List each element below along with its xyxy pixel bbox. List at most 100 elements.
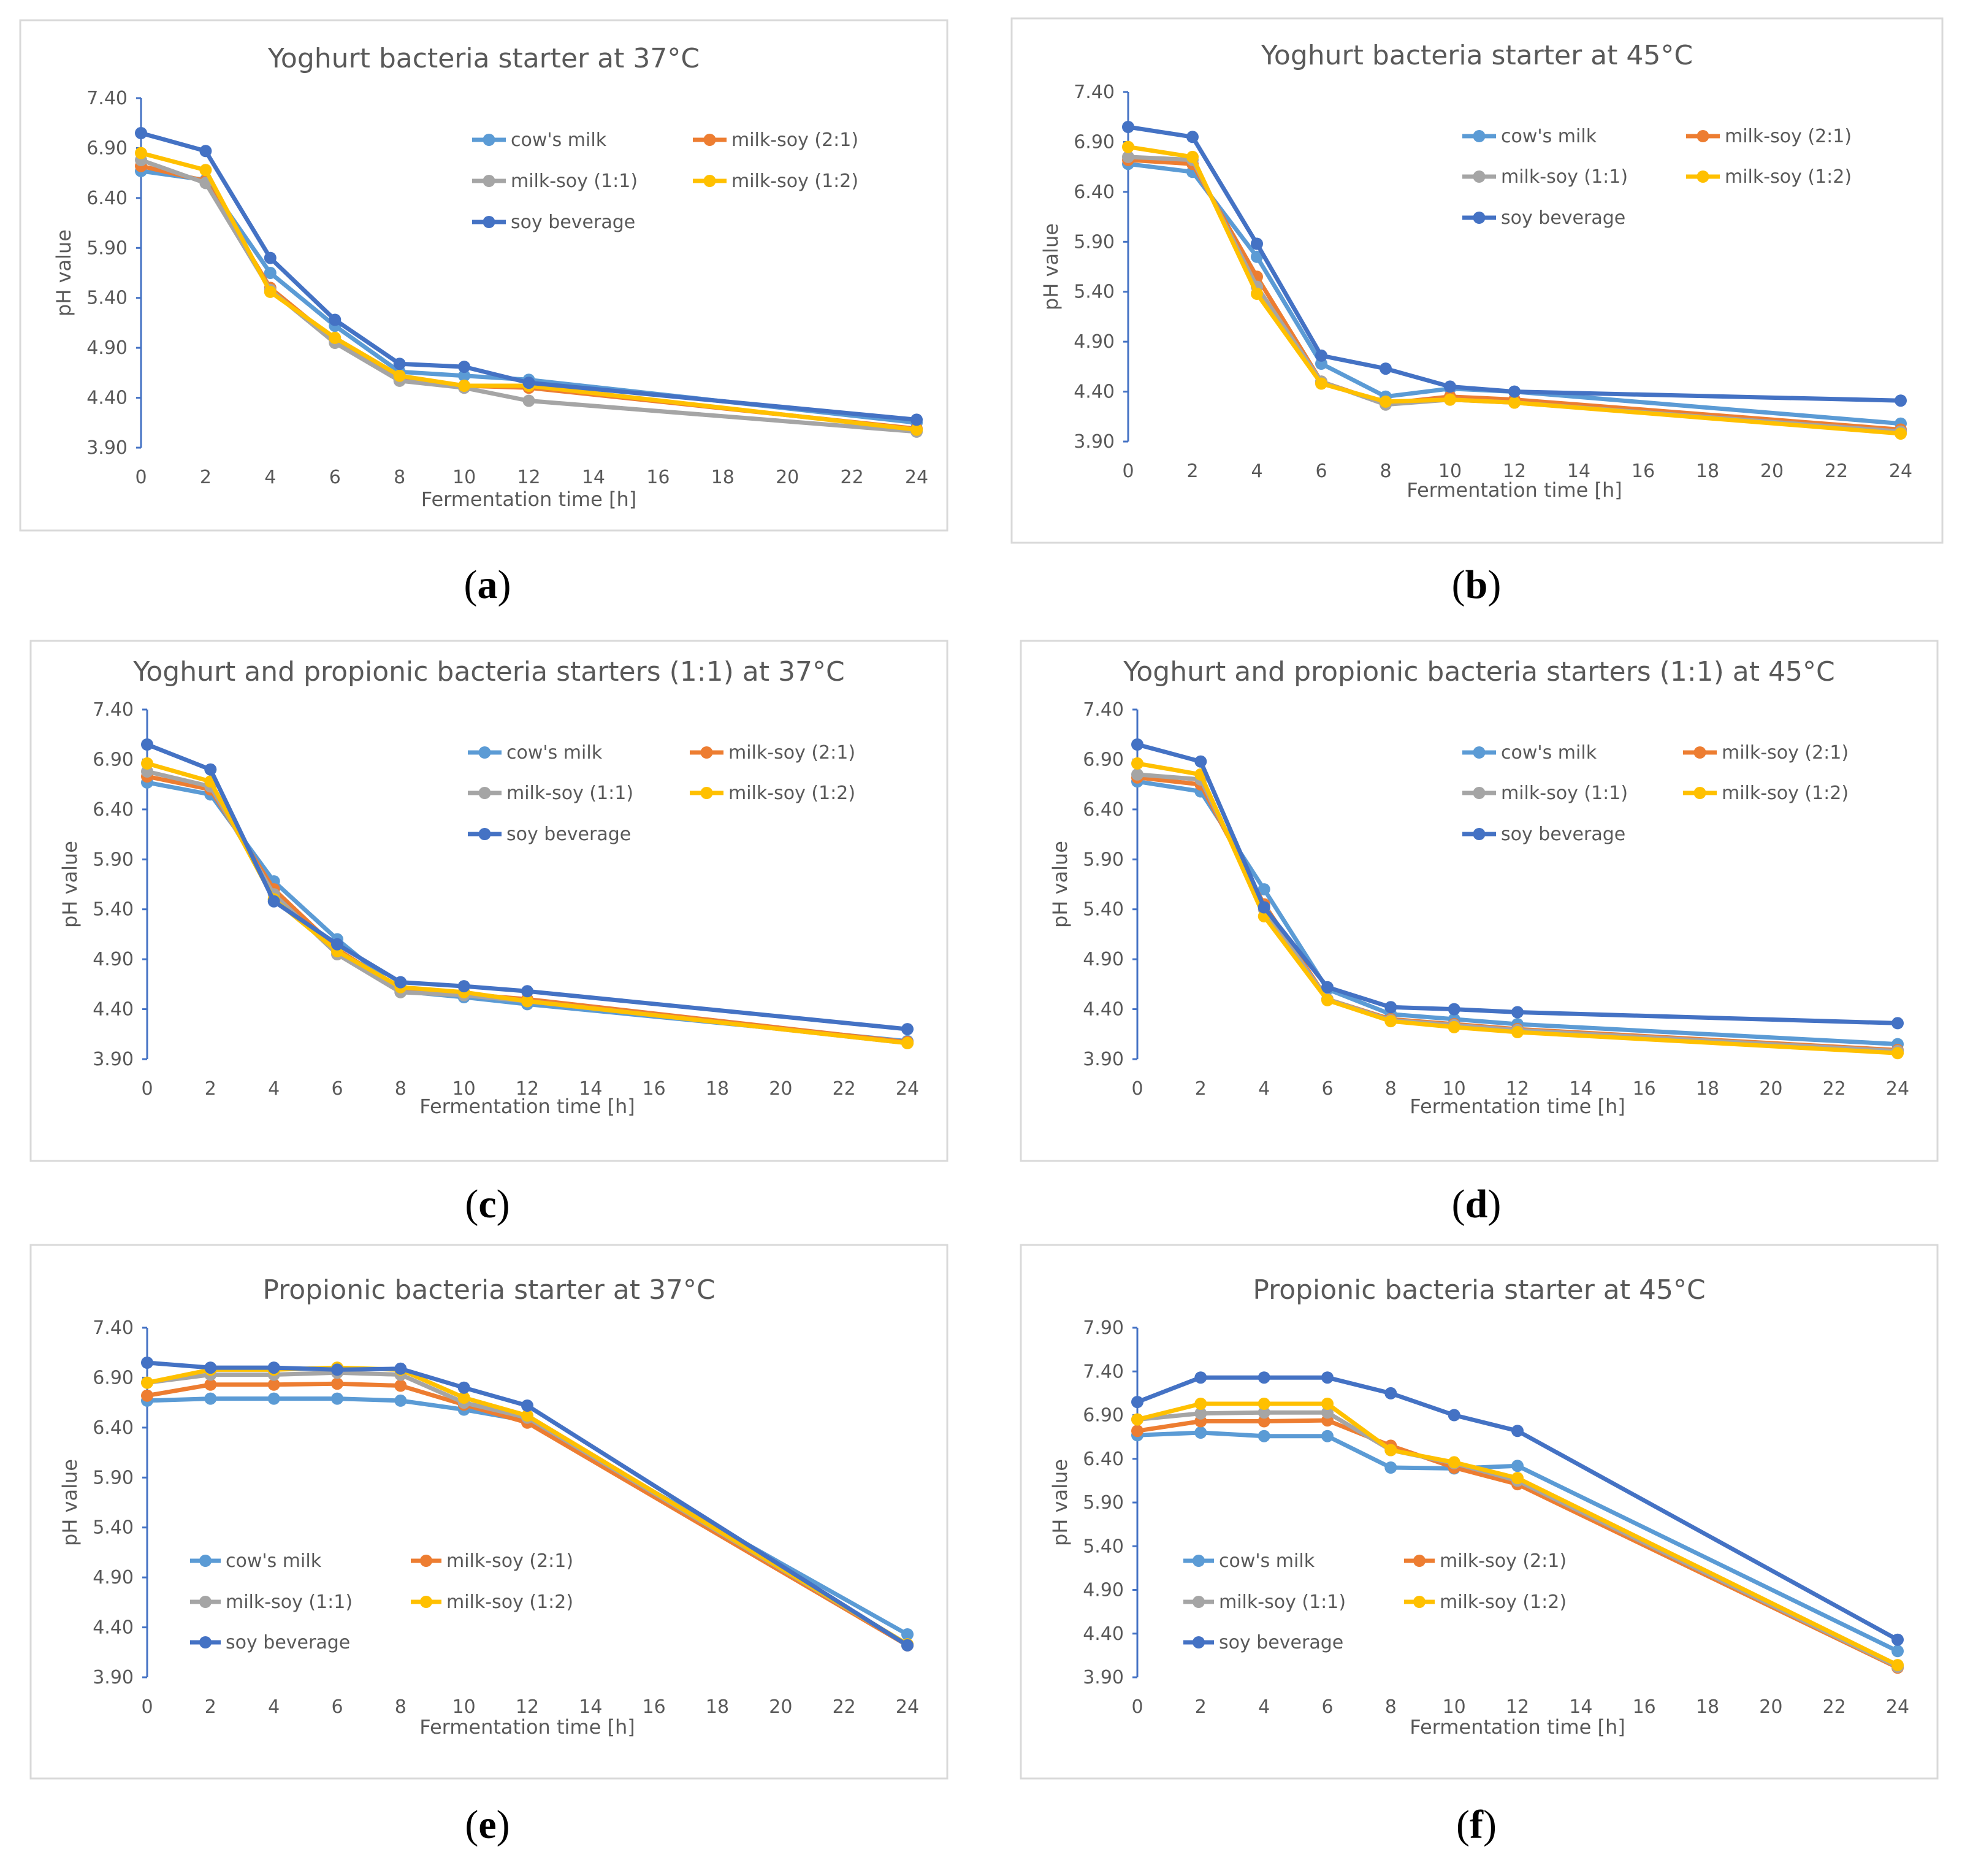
x-tick-label: 14 <box>1569 1696 1592 1718</box>
series-line-milk-soy-1-1 <box>139 158 919 434</box>
x-tick-label: 22 <box>833 1696 856 1718</box>
data-point-milk-soy-1-2 <box>1511 1472 1524 1485</box>
x-tick-label: 24 <box>1886 1078 1909 1100</box>
legend-label-cows-milk: cow's milk <box>506 742 603 764</box>
x-tick-label: 12 <box>1506 1078 1529 1100</box>
data-point-soy-beverage <box>267 1361 280 1374</box>
x-tick-label: 20 <box>1760 461 1784 482</box>
series-line-soy-beverage <box>139 131 919 422</box>
chart-legend: cow's milk milk-soy (2:1) milk-soy (1:1) mi… <box>1462 126 1852 229</box>
legend-label-milk-soy-2-1: milk-soy (2:1) <box>731 129 858 151</box>
x-tick-label: 10 <box>1438 461 1462 482</box>
data-point-milk-soy-1-2 <box>910 423 923 436</box>
y-tick-label: 7.40 <box>86 88 128 109</box>
data-point-milk-soy-1-2 <box>1448 1020 1460 1033</box>
data-point-soy-beverage <box>1194 1371 1207 1384</box>
legend-label-milk-soy-1-1: milk-soy (1:1) <box>506 783 633 804</box>
y-tick-label: 5.90 <box>1083 1492 1124 1514</box>
data-point-milk-soy-1-2 <box>264 285 277 298</box>
y-tick-label: 5.40 <box>93 899 134 921</box>
data-point-cows-milk <box>267 1392 280 1405</box>
data-point-milk-soy-2-1 <box>204 1378 217 1391</box>
x-tick-label: 14 <box>1569 1078 1592 1100</box>
y-tick-label: 5.90 <box>93 849 134 870</box>
data-point-milk-soy-1-1 <box>1321 1406 1334 1419</box>
series-line-soy-beverage <box>1126 124 1903 403</box>
y-axis-title: pH value <box>1048 1459 1072 1546</box>
x-tick-label: 6 <box>1321 1696 1333 1718</box>
y-tick-label: 6.90 <box>93 749 134 770</box>
x-tick-label: 16 <box>643 1696 666 1718</box>
chart-panel-f: Propionic bacteria starter at 45°C 3.90 4.… <box>1020 1244 1939 1780</box>
data-point-soy-beverage <box>204 763 217 776</box>
data-point-soy-beverage <box>521 1399 533 1412</box>
series-line-cows-milk <box>1135 1430 1900 1653</box>
data-point-soy-beverage <box>1315 349 1327 362</box>
y-tick-label: 4.90 <box>93 949 134 970</box>
x-tick-label: 4 <box>268 1078 280 1100</box>
y-tick-label: 4.40 <box>93 1617 134 1639</box>
y-tick-label: 7.40 <box>1083 1361 1124 1382</box>
legend-label-soy-beverage: soy beverage <box>511 212 635 233</box>
x-tick-label: 6 <box>1315 461 1327 482</box>
data-point-soy-beverage <box>1131 1396 1143 1409</box>
data-point-soy-beverage <box>393 358 406 370</box>
chart-panel-c: Yoghurt and propionic bacteria starters … <box>29 640 949 1162</box>
data-point-cows-milk <box>331 1392 343 1405</box>
y-tick-label: 4.40 <box>86 388 128 409</box>
data-point-milk-soy-1-1 <box>1131 768 1143 781</box>
y-tick-label: 7.40 <box>1074 82 1115 103</box>
y-tick-label: 3.90 <box>93 1667 134 1688</box>
chart-title: Propionic bacteria starter at 45°C <box>1253 1274 1705 1306</box>
chart-legend: cow's milk milk-soy (2:1) milk-soy (1:1) mi… <box>1462 742 1849 845</box>
y-tick-label: 6.90 <box>86 137 128 159</box>
data-point-soy-beverage <box>1511 1425 1524 1438</box>
x-axis-title: Fermentation time [h] <box>419 1095 635 1118</box>
legend-label-soy-beverage: soy beverage <box>226 1632 350 1653</box>
legend-marker-milk-soy-1-2 <box>420 1596 432 1608</box>
chart-title: Yoghurt bacteria starter at 37°C <box>267 43 700 74</box>
data-point-soy-beverage <box>1380 362 1392 375</box>
legend-marker-milk-soy-2-1 <box>1693 746 1706 759</box>
y-tick-label: 6.40 <box>86 188 128 209</box>
data-point-milk-soy-1-2 <box>1258 1398 1270 1410</box>
x-tick-label: 16 <box>643 1078 666 1100</box>
data-point-soy-beverage <box>141 1357 153 1369</box>
data-point-soy-beverage <box>1891 1017 1904 1030</box>
data-point-soy-beverage <box>1444 380 1456 393</box>
data-point-milk-soy-1-2 <box>1380 395 1392 408</box>
legend-marker-soy-beverage <box>199 1636 212 1648</box>
y-tick-label: 4.90 <box>1074 331 1115 353</box>
data-point-soy-beverage <box>204 1361 217 1374</box>
x-tick-label: 18 <box>711 467 735 488</box>
x-tick-label: 12 <box>516 1078 539 1100</box>
chart-title: Yoghurt and propionic bacteria starters … <box>132 656 844 687</box>
chart-frame <box>19 19 949 532</box>
x-tick-label: 22 <box>1823 1696 1846 1718</box>
legend-label-milk-soy-1-1: milk-soy (1:1) <box>226 1591 353 1613</box>
x-tick-label: 2 <box>1186 461 1198 482</box>
chart-panel-e: Propionic bacteria starter at 37°C 3.90 4.… <box>29 1244 949 1780</box>
y-tick-label: 5.90 <box>1083 849 1124 870</box>
data-point-milk-soy-1-2 <box>1508 396 1521 409</box>
data-point-cows-milk <box>1384 1461 1397 1474</box>
data-point-soy-beverage <box>901 1639 914 1652</box>
data-point-soy-beverage <box>522 377 535 389</box>
x-tick-label: 16 <box>646 467 670 488</box>
data-point-soy-beverage <box>141 738 153 751</box>
legend-marker-milk-soy-1-2 <box>1693 787 1706 799</box>
chart-frame <box>29 640 949 1162</box>
data-point-soy-beverage <box>394 1362 407 1375</box>
legend-marker-milk-soy-1-1 <box>199 1596 212 1608</box>
x-tick-label: 4 <box>268 1696 280 1718</box>
x-tick-label: 0 <box>135 467 147 488</box>
legend-label-milk-soy-1-2: milk-soy (1:2) <box>1722 783 1849 804</box>
legend-label-cows-milk: cow's milk <box>511 129 607 151</box>
data-point-milk-soy-1-2 <box>1444 393 1456 406</box>
x-tick-label: 18 <box>706 1078 729 1100</box>
legend-label-soy-beverage: soy beverage <box>1501 207 1625 229</box>
legend-marker-milk-soy-1-1 <box>483 175 495 187</box>
data-point-soy-beverage <box>1194 755 1207 768</box>
x-tick-label: 10 <box>1443 1078 1466 1100</box>
y-tick-label: 7.40 <box>93 1317 134 1339</box>
